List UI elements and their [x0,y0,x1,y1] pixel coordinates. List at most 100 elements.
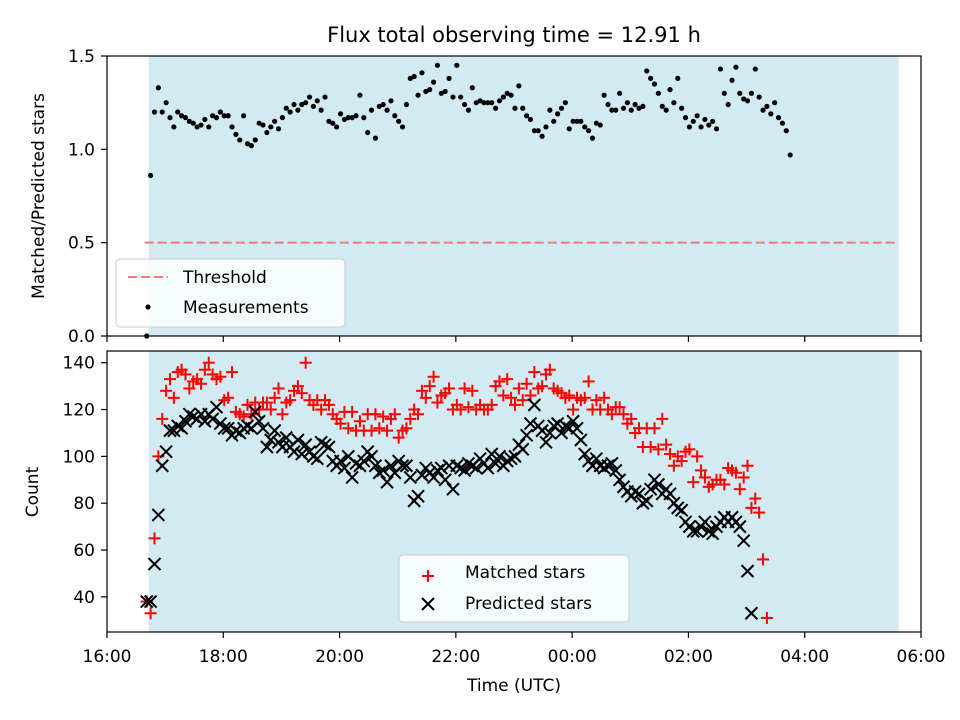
measurement-point [163,100,169,106]
matched-star-point [567,403,580,416]
predicted-star-point-stroke-b [174,421,189,435]
measurement-point [326,118,332,124]
matched-star-point [625,412,638,425]
measurement-point [361,115,367,121]
measurement-point [213,115,220,121]
matched-star-point [369,408,382,421]
predicted-star-point-stroke-b [205,412,220,426]
predicted-star-point-stroke-b [337,461,352,475]
measurements-series [144,62,793,339]
bottom-x-tick-label: 20:00 [315,647,364,667]
measurement-point [202,116,208,123]
predicted-star-point [450,459,464,473]
bottom-panel: 40 60 80 100 120 140 16:00 18:00 20:00 22:00 00:0… [23,350,946,696]
predicted-star-point [178,414,193,428]
predicted-star-point [322,440,336,454]
matched-star-point [237,410,250,423]
chart-title: Flux total observing time = 12.91 h [327,23,701,47]
predicted-star-point [578,447,592,461]
matched-star-point [198,363,211,376]
predicted-star-point-stroke-b [570,421,584,435]
predicted-star-point [609,463,623,478]
matched-star-point [400,422,413,435]
predicted-star-point-stroke-b [612,473,627,487]
predicted-star-point-stroke-b [574,433,588,447]
matched-star-point [582,375,595,388]
measurement-point [543,124,549,130]
matched-star-point [373,422,386,435]
measurement-point [376,103,382,109]
bottom-x-tick-label: 18:00 [199,647,248,667]
predicted-star-point-stroke-b [500,454,514,468]
measurement-point [392,113,398,119]
predicted-star-point-stroke-b [628,484,642,499]
matched-star-point [381,424,394,437]
matched-star-point [698,471,711,484]
measurement-point [527,116,534,123]
matched-star-point [253,403,266,416]
predicted-star-point [240,419,255,433]
measurement-point [430,79,437,85]
predicted-star-point [357,454,371,468]
matched-star-point [388,408,401,421]
measurement-point [225,113,231,119]
predicted-star-point [174,421,189,435]
measurement-point [609,107,615,113]
measurement-point [725,101,731,108]
measurement-point [295,107,301,113]
predicted-star-point-stroke-b [578,447,592,461]
predicted-star-point-stroke-b [364,449,379,464]
predicted-star-point-stroke-b [698,515,712,529]
predicted-star-point [368,459,383,473]
measurement-point [341,116,348,123]
matched-star-point [691,450,704,463]
measurement-point [318,107,324,113]
predicted-star-point-stroke-b [384,459,398,473]
predicted-star-point [151,508,166,522]
matched-star-point [524,389,537,402]
measurement-point [516,83,522,89]
measurement-point [686,124,692,130]
predicted-star-point-stroke-b [298,437,313,452]
predicted-star-point-stroke-b [643,482,658,496]
predicted-star-point [260,440,274,454]
measurement-point [182,115,189,121]
measurement-point [586,128,592,134]
matched-star-point [183,382,196,395]
measurement-point [628,107,634,113]
predicted-star-point-stroke-b [349,456,363,471]
predicted-star-point [287,444,301,459]
bottom-x-ticks: 16:00 18:00 20:00 22:00 00:00 02:00 04:00 06:00 [83,632,946,667]
matched-star-point [741,459,754,472]
measurement-point [477,98,483,104]
measurement-point [508,92,514,98]
measurement-point [520,105,526,111]
predicted-star-point [411,489,425,503]
predicted-star-point [306,449,321,464]
predicted-star-point-stroke-b [671,501,685,515]
bottom-legend-box [398,554,630,623]
measurement-point [481,100,487,106]
measurement-point [772,100,778,106]
matched-star-point [144,607,157,620]
predicted-star-point [671,501,685,515]
measurement-point [551,118,557,124]
measurement-point [419,70,425,76]
predicted-star-point [395,459,410,473]
measurement-point [710,118,716,124]
measurement-point [589,135,596,141]
predicted-star-point-stroke-b [566,414,580,428]
matched-star-point [160,384,173,397]
measurement-point [737,90,743,96]
predicted-star-point [488,456,503,471]
measurement-point [167,115,173,121]
matched-star-point [291,380,304,393]
predicted-star-point-stroke-b [178,414,193,428]
predicted-star-point [434,461,449,475]
predicted-star-point [628,484,642,499]
matched-star-point [377,410,390,423]
matched-star-point [660,438,673,451]
predicted-star-point-stroke-b [686,524,700,539]
measurement-point [698,124,704,130]
predicted-star-point-stroke-b [547,419,561,433]
